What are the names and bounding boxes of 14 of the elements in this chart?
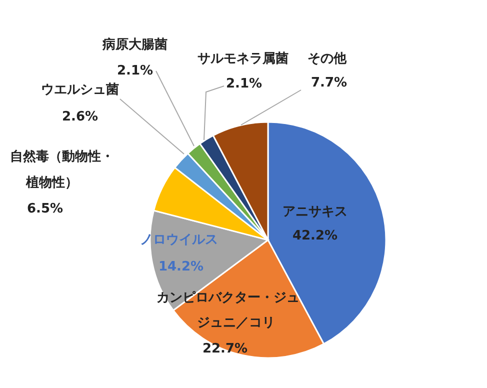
data-label: 6.5% [26,202,64,217]
data-label: 2.1% [116,64,154,79]
data-label: 14.2% [158,260,204,275]
data-label: 2.1% [226,76,262,92]
slice-label: サルモネラ属菌 [198,52,288,67]
data-label: 7.7% [310,76,348,91]
slice-label: 病原大腸菌 [102,36,168,53]
slice-label: ノロウイルス [140,232,218,248]
data-label: 2.6% [62,110,98,125]
slice-label: その他 [308,52,348,67]
slice-label: ウエルシュ菌 [41,82,119,98]
data-label: 42.2% [292,228,338,244]
slice-label: アニサキス [282,204,348,220]
slice-label: 自然毒（動物性・植物性） [10,150,114,191]
